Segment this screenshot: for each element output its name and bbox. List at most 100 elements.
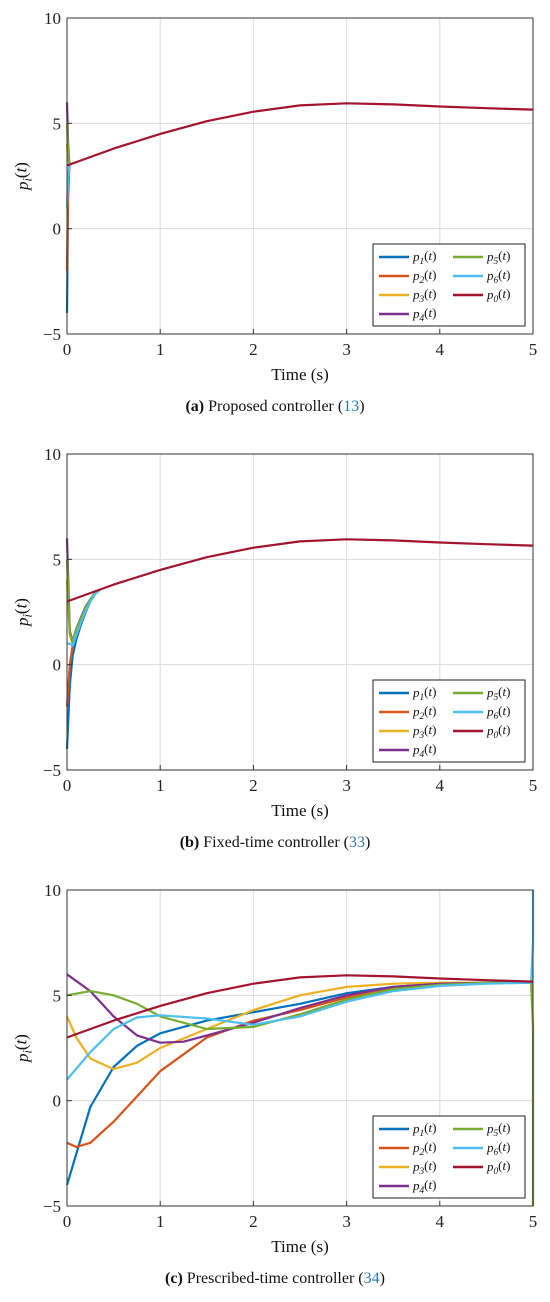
legend-label: p0(t) xyxy=(486,286,510,305)
caption-b: (b) Fixed-time controller (33) xyxy=(0,834,550,852)
legend-entry-p2: p2(t) xyxy=(379,267,436,286)
x-tick-label: 1 xyxy=(156,776,165,795)
legend-entry-p6: p6(t) xyxy=(453,703,510,722)
caption-close: ) xyxy=(359,398,365,415)
caption-text: Fixed-time controller ( xyxy=(199,834,349,851)
x-tick-label: 2 xyxy=(249,1212,258,1231)
y-tick-label: 0 xyxy=(53,1092,62,1111)
caption-close: ) xyxy=(364,834,371,851)
legend-label: p6(t) xyxy=(486,267,510,286)
y-axis-label: pi(t) xyxy=(12,598,35,627)
axes-box xyxy=(66,889,534,1207)
legend-entry-p1: p1(t) xyxy=(379,248,436,267)
series-lines xyxy=(65,890,535,1206)
legend-entry-p1: p1(t) xyxy=(379,684,436,703)
x-tick-label: 3 xyxy=(342,776,351,795)
y-tick-label: 0 xyxy=(53,656,62,675)
legend-label: p4(t) xyxy=(412,741,436,760)
x-tick-label: 5 xyxy=(529,340,538,359)
legend-label: p2(t) xyxy=(412,1139,436,1158)
legend-entry-p3: p3(t) xyxy=(379,722,436,741)
axes-box xyxy=(66,17,534,335)
y-tick-label: 0 xyxy=(53,220,62,239)
x-tick-label: 5 xyxy=(529,1212,538,1231)
legend-entry-p3: p3(t) xyxy=(379,1158,436,1177)
x-tick-label: 4 xyxy=(436,1212,445,1231)
series-line-p4 xyxy=(65,538,101,643)
legend-entry-p3: p3(t) xyxy=(379,286,436,305)
y-tick-label: −5 xyxy=(43,1197,61,1216)
legend-entry-p5: p5(t) xyxy=(453,248,510,267)
series-line-p2 xyxy=(65,589,101,707)
legend-entry-p5: p5(t) xyxy=(453,1120,510,1139)
x-tick-label: 4 xyxy=(436,340,445,359)
legend-label: p6(t) xyxy=(486,703,510,722)
x-tick-label: 2 xyxy=(249,340,258,359)
x-tick-label: 5 xyxy=(529,776,538,795)
x-tick-label: 3 xyxy=(342,1212,351,1231)
panel-c: 0 1 2 3 4 5 −5 0 5 10 Time (s) pi(t) p1(t) p2(t) p3(t)… xyxy=(0,872,550,1302)
y-tick-label: 5 xyxy=(53,550,62,569)
legend-label: p3(t) xyxy=(412,1158,436,1177)
legend-entry-p1: p1(t) xyxy=(379,1120,436,1139)
y-tick-label: 10 xyxy=(44,445,61,464)
legend: p1(t)p2(t)p3(t)p4(t) p5(t)p6(t)p0(t) xyxy=(372,679,526,763)
y-axis-label: pi(t) xyxy=(12,1034,35,1063)
caption-letter: (b) xyxy=(179,834,200,851)
series-line-p6 xyxy=(66,890,535,1081)
series-line-p5 xyxy=(65,559,101,644)
legend-label: p1(t) xyxy=(412,248,436,267)
caption-text: Proposed controller ( xyxy=(204,398,344,415)
panel-a: 0 1 2 3 4 5 −5 0 5 10 Time (s) pi(t) p1(t) p2(t) p3(t)… xyxy=(0,0,550,435)
legend-label: p4(t) xyxy=(412,1177,436,1196)
legend-entry-p0: p0(t) xyxy=(453,1158,510,1177)
legend-entry-p6: p6(t) xyxy=(453,267,510,286)
legend-entry-p5: p5(t) xyxy=(453,684,510,703)
legend-label: p5(t) xyxy=(486,1120,510,1139)
y-tick-label: −5 xyxy=(43,761,61,780)
legend-label: p5(t) xyxy=(486,248,510,267)
legend-entry-p4: p4(t) xyxy=(379,741,436,760)
legend-entry-p0: p0(t) xyxy=(453,722,510,741)
x-tick-label: 0 xyxy=(63,1212,72,1231)
x-tick-label: 4 xyxy=(436,776,445,795)
legend-entry-p0: p0(t) xyxy=(453,286,510,305)
legend-label: p1(t) xyxy=(412,1120,436,1139)
legend-label: p3(t) xyxy=(412,722,436,741)
legend-entry-p4: p4(t) xyxy=(379,1177,436,1196)
caption-c: (c) Prescribed-time controller (34) xyxy=(0,1270,550,1288)
legend-label: p5(t) xyxy=(486,684,510,703)
x-tick-label: 1 xyxy=(156,340,165,359)
legend-label: p3(t) xyxy=(412,286,436,305)
y-tick-label: 5 xyxy=(53,986,62,1005)
caption-ref-link[interactable]: 34 xyxy=(363,1270,380,1287)
legend-entry-p2: p2(t) xyxy=(379,703,436,722)
x-axis-label: Time (s) xyxy=(271,801,328,820)
series-line-p0 xyxy=(66,538,534,603)
legend-label: p2(t) xyxy=(412,267,436,286)
series-line-p6 xyxy=(67,589,101,647)
x-axis-label: Time (s) xyxy=(271,365,328,384)
legend-label: p4(t) xyxy=(412,305,436,324)
caption-text: Prescribed-time controller ( xyxy=(182,1270,364,1287)
legend-entry-p4: p4(t) xyxy=(379,305,436,324)
caption-ref-link[interactable]: 13 xyxy=(343,398,360,415)
x-tick-label: 2 xyxy=(249,776,258,795)
caption-ref-link[interactable]: 33 xyxy=(348,834,365,851)
y-axis-label: pi(t) xyxy=(12,162,35,191)
x-tick-label: 0 xyxy=(63,776,72,795)
series-line-p0 xyxy=(66,102,534,167)
x-tick-label: 1 xyxy=(156,1212,165,1231)
legend: p1(t)p2(t)p3(t)p4(t) p5(t)p6(t)p0(t) xyxy=(372,243,526,327)
x-axis-label: Time (s) xyxy=(271,1237,328,1256)
series-line-p0 xyxy=(66,974,534,1039)
y-tick-label: 10 xyxy=(44,9,61,28)
caption-a: (a) Proposed controller (13) xyxy=(0,398,550,416)
x-tick-label: 0 xyxy=(63,340,72,359)
